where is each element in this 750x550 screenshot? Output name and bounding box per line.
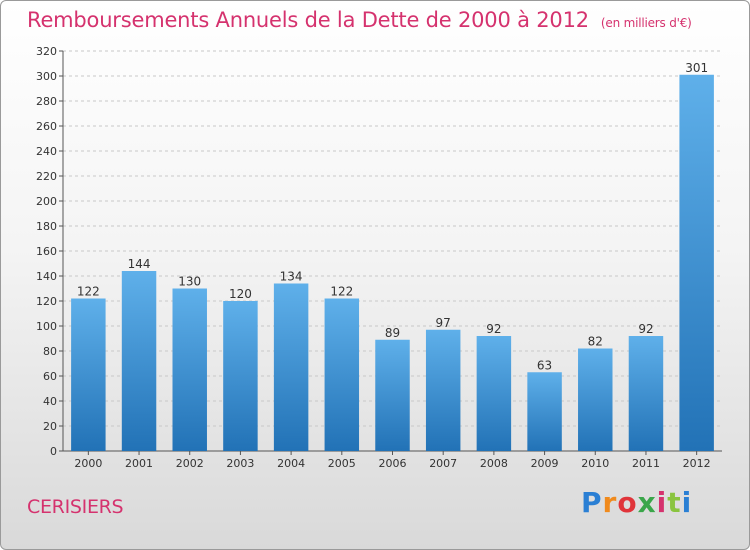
bar-2003[interactable] — [223, 301, 258, 451]
bar-2011[interactable] — [628, 336, 664, 451]
x-tick-label: 2001 — [125, 457, 153, 470]
y-tick-label: 60 — [43, 370, 57, 383]
data-label: 92 — [638, 322, 653, 336]
y-tick-label: 100 — [36, 320, 57, 333]
bar-2004[interactable] — [273, 283, 309, 452]
x-tick-label: 2009 — [531, 457, 559, 470]
data-label: 130 — [178, 275, 201, 289]
logo-letter: P — [581, 486, 603, 519]
logo-letter: i — [656, 486, 668, 519]
x-tick-label: 2006 — [379, 457, 407, 470]
logo-letter: t — [667, 486, 682, 519]
y-tick-label: 280 — [36, 95, 57, 108]
data-label: 63 — [537, 358, 552, 372]
bar-2001[interactable] — [121, 271, 157, 451]
data-label: 97 — [436, 316, 451, 330]
y-tick-label: 180 — [36, 220, 57, 233]
bar-2005[interactable] — [324, 298, 360, 452]
chart-unit: (en milliers d'€) — [600, 16, 692, 30]
x-tick-label: 2010 — [581, 457, 609, 470]
bar-2008[interactable] — [476, 336, 512, 451]
y-tick-label: 320 — [36, 45, 57, 58]
logo-letter: i — [681, 486, 693, 519]
y-tick-label: 160 — [36, 245, 57, 258]
x-tick-label: 2008 — [480, 457, 508, 470]
bar-2012[interactable] — [679, 74, 714, 451]
data-label: 122 — [330, 285, 353, 299]
chart-title-text: Remboursements Annuels de la Dette de 20… — [27, 8, 589, 32]
x-tick-label: 2004 — [277, 457, 305, 470]
data-label: 122 — [77, 285, 100, 299]
y-tick-label: 140 — [36, 270, 57, 283]
logo-letter: o — [617, 486, 638, 519]
bar-2000[interactable] — [71, 298, 106, 452]
data-label: 144 — [128, 257, 151, 271]
logo-letter: r — [602, 486, 618, 519]
y-tick-label: 220 — [36, 170, 57, 183]
y-tick-label: 240 — [36, 145, 57, 158]
y-tick-label: 260 — [36, 120, 57, 133]
x-tick-label: 2003 — [226, 457, 254, 470]
y-tick-label: 200 — [36, 195, 57, 208]
logo-letter: x — [637, 486, 657, 519]
y-tick-label: 80 — [43, 345, 57, 358]
y-tick-label: 120 — [36, 295, 57, 308]
x-tick-label: 2000 — [74, 457, 102, 470]
bar-2002[interactable] — [172, 288, 207, 452]
bars — [71, 74, 714, 452]
data-label: 301 — [685, 61, 708, 75]
town-name: CERISIERS — [27, 496, 124, 518]
y-tick-label: 40 — [43, 395, 57, 408]
data-label: 120 — [229, 287, 252, 301]
bar-2010[interactable] — [578, 348, 613, 452]
data-labels: 122 144 130 120 134 122 89 97 92 63 82 92 301 — [77, 61, 708, 373]
bar-2007[interactable] — [425, 329, 461, 451]
x-tick-label: 2007 — [429, 457, 457, 470]
y-tick-label: 20 — [43, 420, 57, 433]
data-label: 134 — [280, 270, 303, 284]
x-tick-label: 2002 — [176, 457, 204, 470]
data-label: 92 — [486, 322, 501, 336]
x-tick-label: 2011 — [632, 457, 660, 470]
x-tick-label: 2012 — [683, 457, 711, 470]
data-label: 82 — [588, 335, 603, 349]
y-tick-label: 300 — [36, 70, 57, 83]
y-tick-label: 0 — [50, 445, 57, 458]
bar-2006[interactable] — [375, 339, 410, 451]
chart-title: Remboursements Annuels de la Dette de 20… — [27, 8, 692, 32]
data-label: 89 — [385, 326, 400, 340]
bar-2009[interactable] — [527, 372, 562, 451]
x-tick-label: 2005 — [328, 457, 356, 470]
proxiti-logo[interactable]: Proxiti — [581, 486, 692, 519]
